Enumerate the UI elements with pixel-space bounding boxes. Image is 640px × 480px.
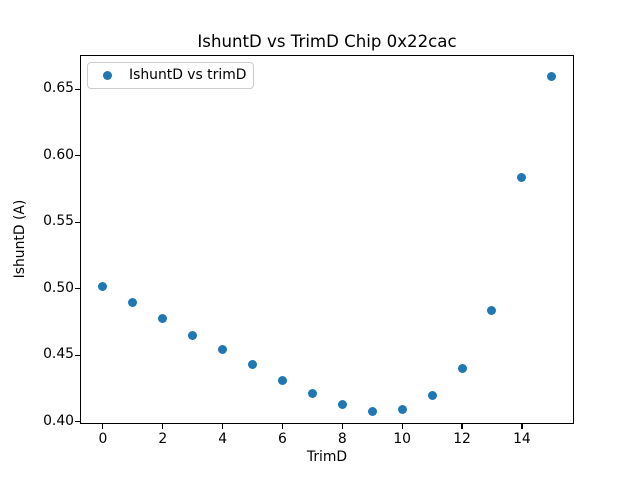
x-tick-label: 14 xyxy=(513,430,531,447)
data-point xyxy=(517,172,527,182)
x-tick-label: 0 xyxy=(98,430,108,447)
y-tick-label: 0.55 xyxy=(43,213,74,230)
data-point xyxy=(277,376,287,386)
x-tick-label: 12 xyxy=(453,430,471,447)
data-point xyxy=(307,389,317,399)
data-point xyxy=(337,399,347,409)
data-point xyxy=(367,406,377,416)
x-tick-label: 8 xyxy=(337,430,347,447)
x-tick-label: 6 xyxy=(278,430,287,447)
data-point xyxy=(487,305,497,315)
data-point xyxy=(397,405,407,415)
x-axis-label: TrimD xyxy=(306,449,348,465)
y-axis-label: IshuntD (A) xyxy=(12,199,29,279)
x-tick-label: 2 xyxy=(158,430,168,447)
y-tick-label: 0.60 xyxy=(43,146,74,163)
y-tick-label: 0.40 xyxy=(43,412,74,429)
data-point xyxy=(98,281,108,291)
x-tick-mark xyxy=(222,424,224,429)
y-tick-label: 0.65 xyxy=(43,80,74,97)
y-tick-mark xyxy=(75,155,80,157)
x-tick-label: 10 xyxy=(393,430,412,447)
x-tick-mark xyxy=(281,424,284,429)
x-tick-mark xyxy=(102,424,104,429)
legend: IshuntD vs trimD xyxy=(87,62,254,89)
data-point xyxy=(248,360,258,370)
data-point xyxy=(158,313,168,323)
x-tick-mark xyxy=(341,424,343,429)
y-tick-mark xyxy=(75,421,80,423)
data-point xyxy=(547,71,557,81)
data-point xyxy=(218,345,228,355)
scatter-marker-icon xyxy=(103,71,112,80)
y-tick-mark xyxy=(75,288,80,290)
data-point xyxy=(427,390,437,400)
data-point xyxy=(128,297,138,307)
x-tick-mark xyxy=(401,424,403,429)
data-point xyxy=(457,364,467,374)
x-tick-mark xyxy=(521,424,523,429)
legend-label: IshuntD vs trimD xyxy=(129,66,247,83)
y-tick-mark xyxy=(75,221,80,223)
x-tick-mark xyxy=(162,424,164,429)
plot-area xyxy=(80,55,574,424)
y-tick-label: 0.45 xyxy=(43,346,74,363)
x-tick-mark xyxy=(461,424,463,429)
data-point xyxy=(188,330,198,340)
y-tick-mark xyxy=(75,88,80,90)
x-tick-label: 4 xyxy=(218,430,228,447)
chart-title: IshuntD vs TrimD Chip 0x22cac xyxy=(197,32,457,51)
y-tick-label: 0.50 xyxy=(43,279,74,296)
y-tick-mark xyxy=(75,354,80,356)
